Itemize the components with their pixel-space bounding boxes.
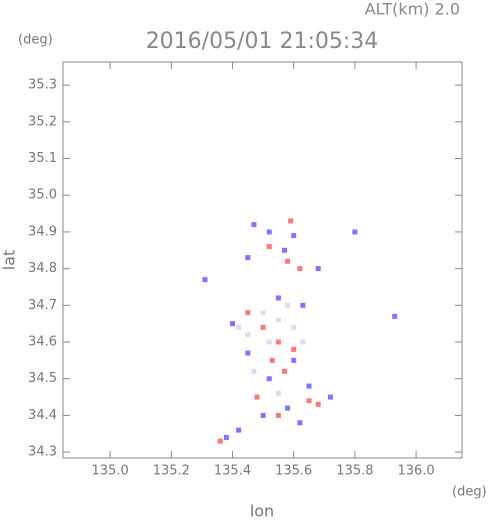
plot-frame bbox=[62, 61, 463, 459]
data-point bbox=[266, 339, 272, 345]
data-point bbox=[266, 244, 272, 250]
data-point bbox=[297, 266, 303, 272]
data-point bbox=[282, 247, 288, 253]
data-point bbox=[285, 302, 291, 308]
chart-title: 2016/05/01 21:05:34 bbox=[146, 29, 379, 54]
data-point bbox=[275, 390, 281, 396]
y-unit: (deg) bbox=[18, 33, 53, 48]
data-point bbox=[306, 383, 312, 389]
data-point bbox=[300, 302, 306, 308]
data-point bbox=[223, 434, 229, 440]
annotation: ALT(km) 2.0 bbox=[365, 0, 460, 19]
y-tick-label: 34.9 bbox=[28, 224, 57, 239]
x-tick-label: 135.2 bbox=[153, 464, 190, 479]
data-point bbox=[315, 266, 321, 272]
data-point bbox=[245, 310, 251, 316]
data-point bbox=[275, 317, 281, 323]
x-axis-label: lon bbox=[250, 502, 274, 521]
x-tick-label: 136.0 bbox=[397, 464, 434, 479]
y-tick-label: 35.3 bbox=[28, 78, 57, 93]
data-point bbox=[306, 398, 312, 404]
data-point bbox=[282, 368, 288, 374]
data-point bbox=[297, 420, 303, 426]
data-point bbox=[217, 438, 223, 444]
y-tick-label: 34.3 bbox=[28, 445, 57, 460]
data-point bbox=[300, 339, 306, 345]
data-point bbox=[269, 357, 275, 363]
data-point bbox=[285, 405, 291, 411]
data-point bbox=[275, 295, 281, 301]
y-tick-label: 34.4 bbox=[28, 408, 57, 423]
x-tick-label: 135.4 bbox=[214, 464, 251, 479]
y-tick-label: 34.6 bbox=[28, 335, 57, 350]
y-axis-label: lat bbox=[0, 250, 19, 271]
data-point bbox=[392, 313, 398, 319]
data-point bbox=[327, 394, 333, 400]
data-point bbox=[230, 321, 236, 327]
data-point bbox=[285, 258, 291, 264]
data-point bbox=[291, 233, 297, 239]
data-point bbox=[288, 218, 294, 224]
data-point bbox=[260, 310, 266, 316]
data-point bbox=[254, 394, 260, 400]
data-point bbox=[291, 324, 297, 330]
y-tick-label: 34.7 bbox=[28, 298, 57, 313]
x-unit: (deg) bbox=[452, 485, 487, 500]
data-point bbox=[245, 332, 251, 338]
x-tick-label: 135.0 bbox=[92, 464, 129, 479]
data-point bbox=[266, 376, 272, 382]
data-point bbox=[236, 427, 242, 433]
data-point bbox=[352, 229, 358, 235]
data-point bbox=[245, 350, 251, 356]
data-point bbox=[260, 324, 266, 330]
data-point bbox=[202, 277, 208, 283]
data-point bbox=[266, 229, 272, 235]
data-point bbox=[291, 346, 297, 352]
data-point bbox=[236, 324, 242, 330]
data-point bbox=[245, 255, 251, 261]
x-tick-label: 135.8 bbox=[336, 464, 373, 479]
y-tick-label: 35.1 bbox=[28, 151, 57, 166]
y-tick-label: 35.0 bbox=[28, 188, 57, 203]
data-point bbox=[275, 412, 281, 418]
y-tick-label: 35.2 bbox=[28, 114, 57, 129]
x-tick-label: 135.6 bbox=[275, 464, 312, 479]
data-point bbox=[260, 412, 266, 418]
data-point bbox=[315, 401, 321, 407]
data-point bbox=[251, 368, 257, 374]
y-tick-label: 34.5 bbox=[28, 371, 57, 386]
data-point bbox=[291, 357, 297, 363]
y-tick-label: 34.8 bbox=[28, 261, 57, 276]
data-point bbox=[251, 222, 257, 228]
data-point bbox=[275, 339, 281, 345]
